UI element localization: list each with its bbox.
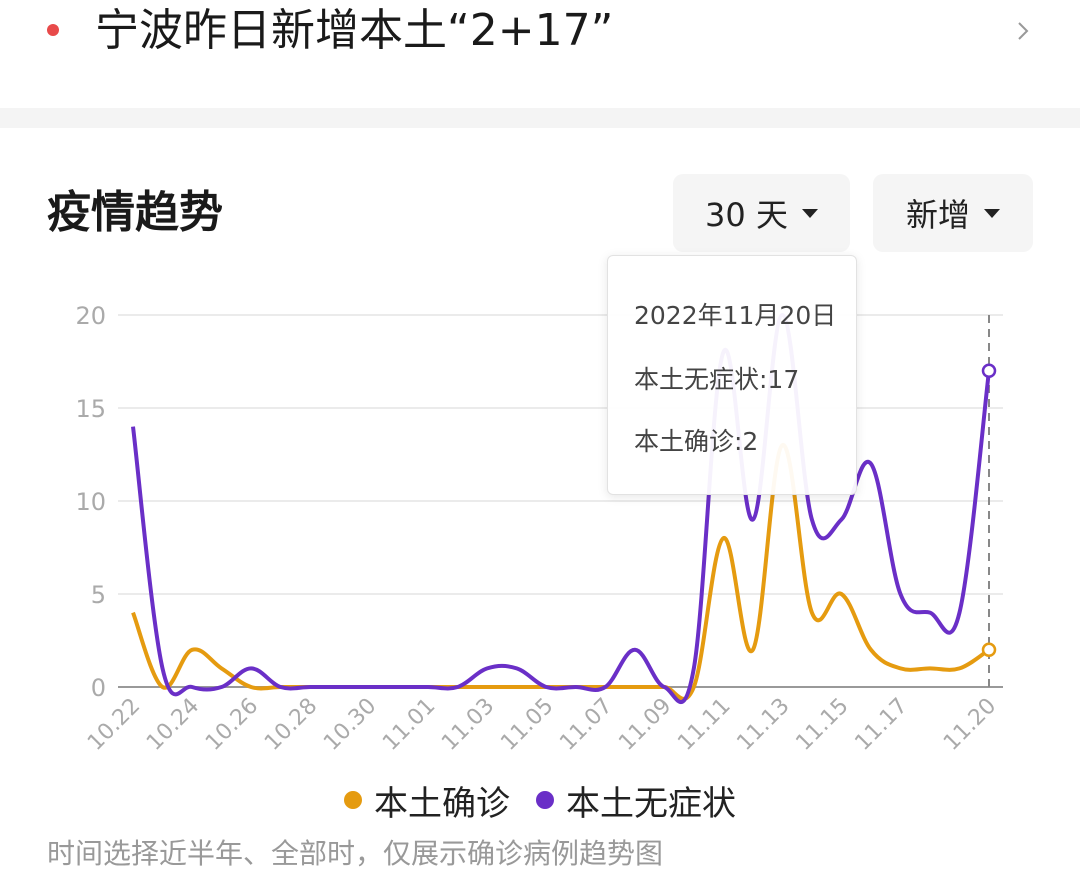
legend-label-asymptomatic: 本土无症状 xyxy=(566,783,736,824)
x-tick-label: 10.22 xyxy=(83,694,145,756)
chevron-right-icon[interactable] xyxy=(1012,20,1034,42)
x-tick-label: 11.15 xyxy=(791,694,853,756)
legend-swatch-confirmed xyxy=(344,791,362,809)
section-divider xyxy=(0,108,1080,128)
x-tick-label: 11.05 xyxy=(496,694,558,756)
series-line-0 xyxy=(131,443,991,701)
x-tick-label: 10.30 xyxy=(319,694,381,756)
x-tick-label: 11.20 xyxy=(939,694,1001,756)
range-dropdown[interactable]: 30 天 xyxy=(673,174,850,252)
caret-down-icon xyxy=(801,208,818,218)
chart-series xyxy=(131,313,991,705)
x-tick-label: 11.01 xyxy=(378,694,440,756)
legend-item-confirmed[interactable]: 本土确诊 xyxy=(344,776,510,825)
y-tick-label: 15 xyxy=(75,395,106,423)
tooltip-confirmed: 本土确诊:2 xyxy=(634,427,759,456)
x-tick-label: 10.28 xyxy=(260,694,322,756)
legend-swatch-asymptomatic xyxy=(536,791,554,809)
y-tick-label: 5 xyxy=(91,581,106,609)
news-headline[interactable]: 宁波昨日新增本土“2+17” xyxy=(95,5,614,56)
x-tick-label: 10.24 xyxy=(142,694,204,756)
x-tick-label: 11.09 xyxy=(614,694,676,756)
news-bullet-dot xyxy=(47,24,59,36)
section-title: 疫情趋势 xyxy=(47,187,223,238)
x-tick-label: 11.17 xyxy=(850,694,912,756)
mode-dropdown[interactable]: 新增 xyxy=(873,174,1033,252)
trend-chart[interactable]: 0510152010.2210.2410.2610.2810.3011.0111… xyxy=(0,250,1080,770)
legend-item-asymptomatic[interactable]: 本土无症状 xyxy=(536,776,736,825)
x-tick-label: 11.03 xyxy=(437,694,499,756)
series-line-1 xyxy=(131,313,991,705)
tooltip-date: 2022年11月20日 xyxy=(634,301,837,330)
y-tick-label: 0 xyxy=(91,674,106,702)
caret-down-icon xyxy=(984,208,1000,218)
x-tick-label: 11.07 xyxy=(555,694,617,756)
legend-label-confirmed: 本土确诊 xyxy=(374,783,510,824)
y-tick-label: 20 xyxy=(75,302,106,330)
mode-dropdown-label: 新增 xyxy=(905,196,970,234)
chart-legend: 本土确诊 本土无症状 xyxy=(0,770,1080,830)
series-point-0 xyxy=(981,642,997,658)
chart-markers xyxy=(981,363,997,658)
x-tick-label: 10.26 xyxy=(201,694,263,756)
tooltip-asymptomatic: 本土无症状:17 xyxy=(634,365,800,394)
chart-footnote: 时间选择近半年、全部时，仅展示确诊病例趋势图 xyxy=(47,837,664,870)
chart-grid xyxy=(118,314,1003,595)
chart-tooltip: 2022年11月20日 本土无症状:17 本土确诊:2 xyxy=(607,255,857,495)
news-headline-row[interactable]: 宁波昨日新增本土“2+17” xyxy=(0,0,1080,108)
range-dropdown-label: 30 天 xyxy=(705,196,788,234)
series-point-1 xyxy=(981,363,997,379)
x-tick-label: 11.13 xyxy=(732,694,794,756)
y-tick-label: 10 xyxy=(75,488,106,516)
